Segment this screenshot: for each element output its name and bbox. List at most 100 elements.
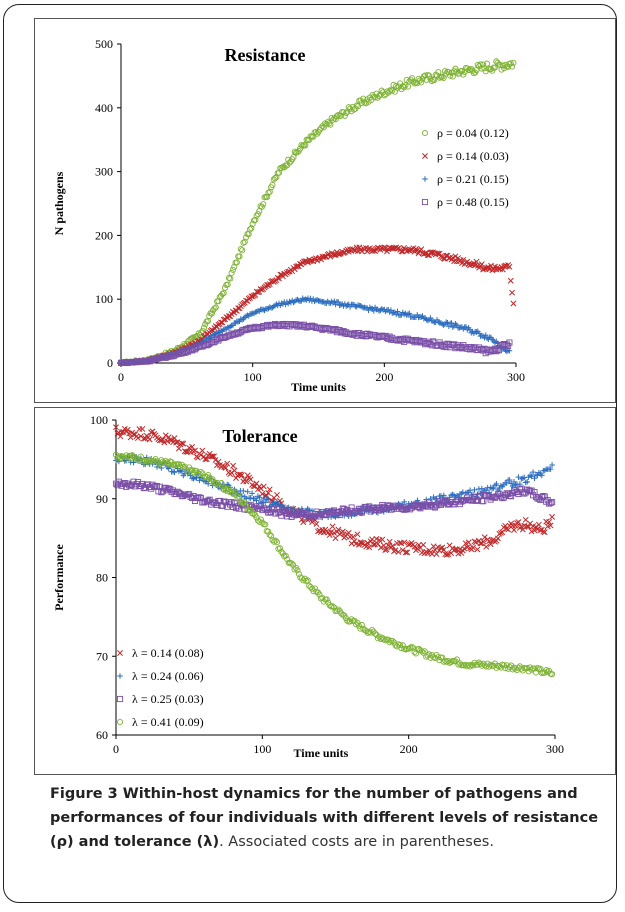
data-point (348, 616, 355, 623)
data-point (209, 476, 216, 483)
data-point (294, 567, 301, 574)
data-point (302, 142, 309, 149)
y-tick-label: 60 (96, 728, 108, 742)
data-point (350, 533, 357, 540)
x-tick-label: 100 (253, 742, 271, 756)
data-point (366, 544, 373, 551)
data-point (386, 639, 393, 646)
data-point (440, 658, 447, 665)
data-point (244, 488, 251, 495)
y-tick-label: 400 (95, 101, 113, 115)
data-point (447, 72, 454, 79)
data-point (117, 455, 124, 462)
data-point (460, 489, 466, 496)
data-point (379, 536, 386, 543)
legend-label: ρ = 0.48 (0.15) (437, 195, 509, 209)
data-point (549, 462, 555, 468)
data-point (272, 537, 279, 544)
y-axis-label: Performance (52, 544, 66, 611)
data-point (515, 474, 522, 480)
data-point (115, 453, 122, 460)
data-point (259, 490, 266, 497)
data-point (394, 84, 401, 91)
data-point (477, 660, 484, 667)
data-point (463, 324, 469, 330)
data-point (439, 73, 446, 80)
data-point (253, 288, 260, 295)
data-point (549, 499, 556, 506)
data-point (524, 479, 530, 485)
data-point (537, 527, 544, 534)
data-point (134, 435, 141, 442)
data-point (256, 494, 263, 501)
data-point (274, 492, 280, 498)
data-point (510, 300, 517, 307)
data-point (372, 94, 379, 101)
data-point (311, 585, 319, 592)
legend-label: λ = 0.14 (0.08) (132, 646, 204, 660)
data-point (386, 538, 393, 545)
data-point (139, 425, 146, 432)
data-point (543, 667, 550, 674)
x-tick-label: 200 (400, 742, 418, 756)
data-point (528, 666, 535, 673)
data-point (269, 182, 276, 189)
data-point (335, 299, 342, 305)
figure-frame (3, 4, 617, 903)
data-point (364, 540, 371, 546)
legend-label: λ = 0.41 (0.09) (132, 715, 204, 729)
data-point (547, 499, 554, 506)
x-tick-label: 200 (375, 370, 393, 384)
data-point (456, 325, 463, 331)
data-point (465, 662, 472, 669)
data-point (209, 453, 216, 460)
data-point (123, 452, 130, 459)
data-point (404, 549, 411, 556)
data-point (276, 275, 282, 282)
data-point (452, 65, 459, 72)
data-point (515, 664, 522, 671)
data-point (335, 606, 342, 613)
data-point (484, 335, 490, 341)
data-point (547, 522, 554, 529)
data-point (546, 518, 553, 525)
data-point (300, 519, 307, 526)
data-point (467, 663, 474, 670)
data-point (192, 447, 198, 454)
data-point (435, 69, 442, 76)
data-point (338, 302, 344, 308)
data-point (260, 306, 266, 313)
data-point (248, 225, 255, 232)
data-point (408, 75, 416, 82)
data-point (440, 492, 447, 499)
data-point (248, 311, 255, 317)
data-point (398, 248, 405, 255)
data-point (295, 570, 302, 578)
series-3 (112, 478, 556, 521)
tolerance-chart: 60 70 80 90 100 0 100 200 300 Tolerance Time units… (52, 413, 564, 760)
data-point (471, 487, 478, 493)
data-point (224, 281, 231, 288)
data-point (493, 481, 500, 487)
legend-label: λ = 0.24 (0.06) (132, 669, 204, 683)
data-point (291, 148, 298, 155)
data-point (313, 521, 320, 527)
data-point (426, 72, 433, 79)
chart-title: Tolerance (222, 426, 297, 446)
y-tick-label: 90 (96, 492, 108, 506)
data-point (136, 457, 143, 464)
data-point (446, 323, 452, 329)
data-point (235, 318, 241, 325)
y-axis-label: N pathogens (52, 171, 66, 235)
data-point (506, 339, 513, 346)
data-point (535, 521, 542, 528)
data-point (216, 484, 223, 491)
data-point (401, 84, 408, 91)
data-point (540, 528, 547, 535)
data-point (509, 666, 516, 673)
data-point (507, 277, 514, 284)
data-point (427, 315, 434, 321)
data-point (227, 275, 234, 282)
data-point (299, 142, 306, 149)
data-point (270, 538, 278, 545)
